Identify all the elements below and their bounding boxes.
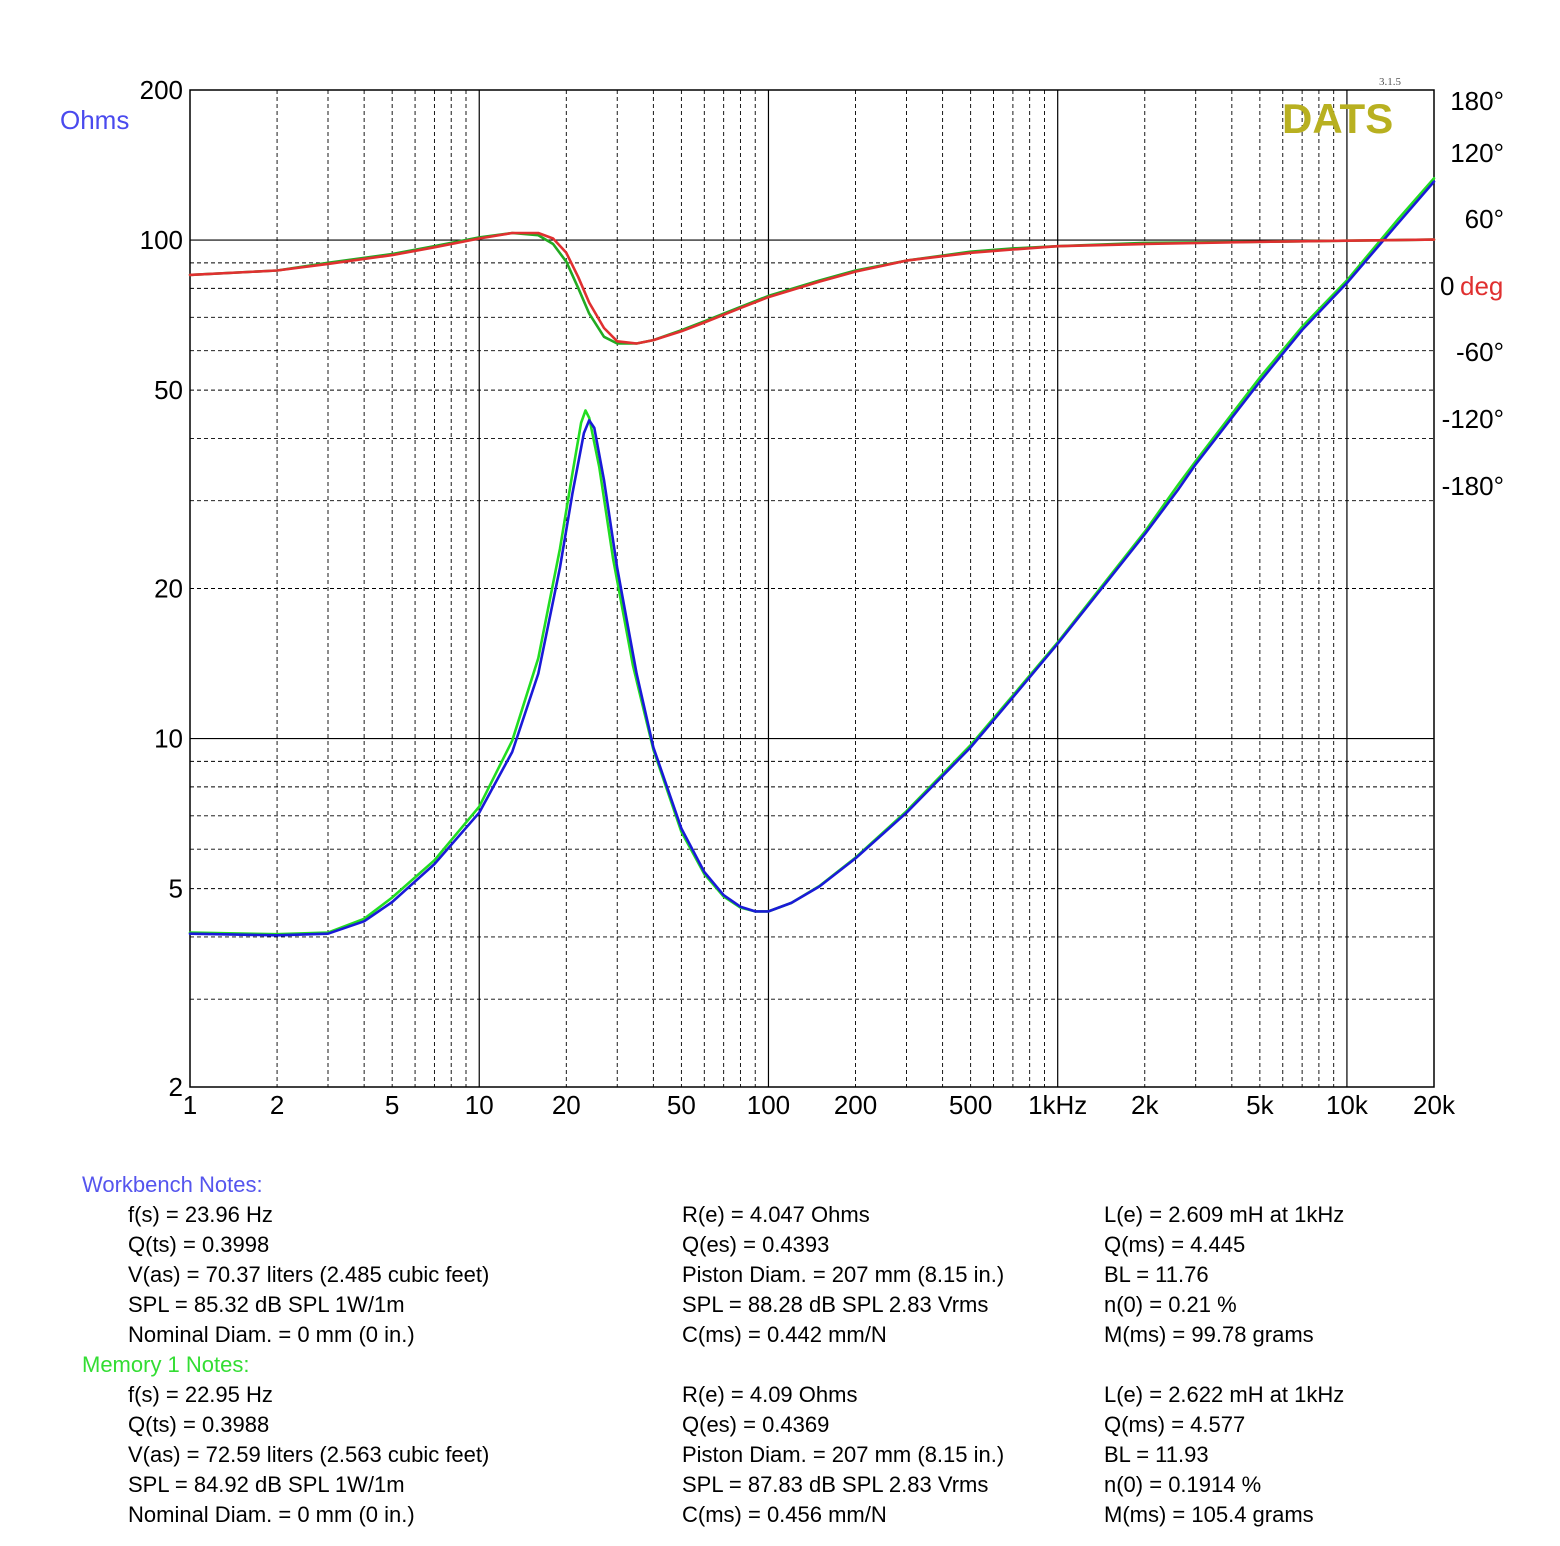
x-tick-label: 5k	[1246, 1090, 1274, 1120]
x-tick-label: 100	[747, 1090, 790, 1120]
note-col1-line: Nominal Diam. = 0 mm (0 in.)	[128, 1322, 415, 1347]
note-col1-line: Nominal Diam. = 0 mm (0 in.)	[128, 1502, 415, 1527]
brand-logo: DATS	[1282, 95, 1393, 142]
x-tick-label: 20	[552, 1090, 581, 1120]
x-tick-label: 200	[834, 1090, 877, 1120]
tick-labels: 1 2 5 10 20 50 100 200 500 1kHz 2k 5k 10k 20k20010050…	[140, 75, 1504, 1120]
note-col2-line: Q(es) = 0.4369	[682, 1412, 830, 1437]
note-col3-line: BL = 11.93	[1104, 1442, 1209, 1467]
note-col1-line: V(as) = 72.59 liters (2.563 cubic feet)	[128, 1442, 490, 1467]
note-col2-line: SPL = 88.28 dB SPL 2.83 Vrms	[682, 1292, 989, 1317]
y-tick-label: 2	[169, 1072, 183, 1102]
note-col3-line: L(e) = 2.622 mH at 1kHz	[1104, 1382, 1345, 1407]
y-tick-label: 20	[154, 574, 183, 604]
note-col1-line: f(s) = 22.95 Hz	[128, 1382, 273, 1407]
note-col3-line: L(e) = 2.609 mH at 1kHz	[1104, 1202, 1345, 1227]
y2-tick-label: 120°	[1450, 138, 1504, 168]
x-tick-label: 2k	[1131, 1090, 1159, 1120]
x-tick-label: 10k	[1326, 1090, 1369, 1120]
note-col3-line: M(ms) = 105.4 grams	[1104, 1502, 1314, 1527]
series-layer	[188, 177, 1436, 937]
x-tick-label: 500	[949, 1090, 992, 1120]
y2-tick-label: -180°	[1442, 471, 1504, 501]
x-tick-label: 1kHz	[1028, 1090, 1087, 1120]
note-col3-line: Q(ms) = 4.577	[1104, 1412, 1246, 1437]
note-col2-line: Piston Diam. = 207 mm (8.15 in.)	[682, 1442, 1005, 1467]
x-tick-label: 50	[667, 1090, 696, 1120]
note-col2-line: Q(es) = 0.4393	[682, 1232, 830, 1257]
y2-tick-label: 180°	[1450, 86, 1504, 116]
note-col3-line: n(0) = 0.21 %	[1104, 1292, 1237, 1317]
x-tick-label: 20k	[1413, 1090, 1456, 1120]
note-col1-line: SPL = 84.92 dB SPL 1W/1m	[128, 1472, 405, 1497]
workbench-phase-curve	[188, 231, 1436, 345]
impedance-phase-chart: 1 2 5 10 20 50 100 200 500 1kHz 2k 5k 10k 20k20010050…	[0, 0, 1560, 1160]
units-right-label: deg	[1460, 271, 1503, 301]
y2-tick-label: -120°	[1442, 404, 1504, 434]
x-tick-label: 1	[183, 1090, 197, 1120]
note-col1-line: Q(ts) = 0.3998	[128, 1232, 270, 1257]
note-col1-line: f(s) = 23.96 Hz	[128, 1202, 273, 1227]
note-col2-line: C(ms) = 0.442 mm/N	[682, 1322, 887, 1347]
y2-tick-label: 60°	[1465, 204, 1504, 234]
note-col2-line: Piston Diam. = 207 mm (8.15 in.)	[682, 1262, 1005, 1287]
plot-background	[0, 0, 1560, 1160]
x-tick-label: 2	[270, 1090, 284, 1120]
y-tick-label: 100	[140, 225, 183, 255]
note-col3-line: Q(ms) = 4.445	[1104, 1232, 1246, 1257]
note-col3-line: n(0) = 0.1914 %	[1104, 1472, 1262, 1497]
memory1-notes-title: Memory 1 Notes:	[82, 1352, 250, 1377]
workbench-notes-title: Workbench Notes:	[82, 1172, 263, 1197]
y-tick-label: 5	[169, 874, 183, 904]
note-col2-line: C(ms) = 0.456 mm/N	[682, 1502, 887, 1527]
y2-tick-label: -60°	[1456, 337, 1504, 367]
y-tick-label: 50	[154, 375, 183, 405]
x-tick-label: 5	[385, 1090, 399, 1120]
version-label: 3.1.5	[1379, 76, 1402, 88]
note-col2-line: R(e) = 4.047 Ohms	[682, 1202, 870, 1227]
units-left-label: Ohms	[60, 105, 129, 135]
y-tick-label: 200	[140, 75, 183, 105]
x-tick-label: 10	[465, 1090, 494, 1120]
note-col2-line: R(e) = 4.09 Ohms	[682, 1382, 858, 1407]
notes-panel: Workbench Notes: f(s) = 23.96 Hz Q(ts) = …	[0, 1168, 1560, 1538]
plot-frame	[189, 89, 1435, 1088]
y2-tick-label: 0	[1440, 271, 1454, 301]
note-col2-line: SPL = 87.83 dB SPL 2.83 Vrms	[682, 1472, 989, 1497]
note-col3-line: M(ms) = 99.78 grams	[1104, 1322, 1314, 1347]
note-col3-line: BL = 11.76	[1104, 1262, 1209, 1287]
y-tick-label: 10	[154, 724, 183, 754]
note-col1-line: Q(ts) = 0.3988	[128, 1412, 270, 1437]
note-col1-line: SPL = 85.32 dB SPL 1W/1m	[128, 1292, 405, 1317]
grid	[190, 90, 1434, 1087]
note-col1-line: V(as) = 70.37 liters (2.485 cubic feet)	[128, 1262, 490, 1287]
workbench-impedance-curve	[188, 180, 1436, 937]
